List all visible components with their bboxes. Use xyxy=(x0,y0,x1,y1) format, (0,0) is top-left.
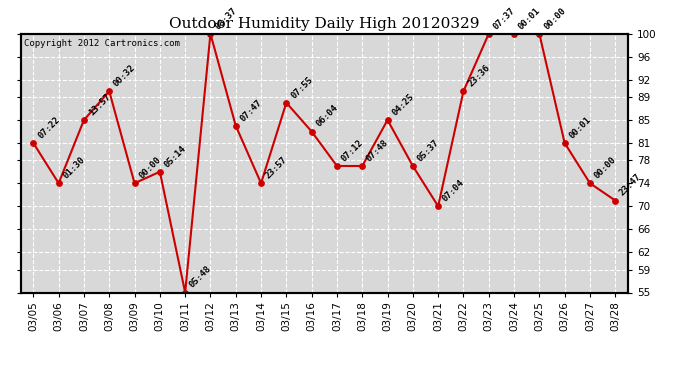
Point xyxy=(407,163,418,169)
Text: 00:01: 00:01 xyxy=(567,115,593,140)
Point xyxy=(79,117,90,123)
Text: 01:30: 01:30 xyxy=(61,155,87,180)
Point xyxy=(28,140,39,146)
Point xyxy=(483,31,494,37)
Point xyxy=(255,180,266,186)
Text: 00:01: 00:01 xyxy=(517,6,542,31)
Point xyxy=(129,180,140,186)
Text: 04:25: 04:25 xyxy=(391,92,415,117)
Point xyxy=(306,129,317,135)
Text: 05:48: 05:48 xyxy=(188,264,213,290)
Point xyxy=(104,88,115,94)
Text: 07:04: 07:04 xyxy=(441,178,466,204)
Point xyxy=(205,31,216,37)
Point xyxy=(559,140,570,146)
Text: 07:37: 07:37 xyxy=(491,6,517,31)
Point xyxy=(331,163,342,169)
Text: 23:47: 23:47 xyxy=(618,172,643,198)
Point xyxy=(458,88,469,94)
Point xyxy=(433,203,444,209)
Point xyxy=(357,163,368,169)
Text: 07:22: 07:22 xyxy=(36,115,61,140)
Point xyxy=(509,31,520,37)
Text: 05:14: 05:14 xyxy=(163,144,188,169)
Text: 07:12: 07:12 xyxy=(339,138,365,163)
Text: 06:04: 06:04 xyxy=(315,104,339,129)
Text: 07:48: 07:48 xyxy=(365,138,391,163)
Point xyxy=(610,198,621,204)
Text: 00:00: 00:00 xyxy=(542,6,567,31)
Title: Outdoor Humidity Daily High 20120329: Outdoor Humidity Daily High 20120329 xyxy=(169,17,480,31)
Text: Copyright 2012 Cartronics.com: Copyright 2012 Cartronics.com xyxy=(23,39,179,48)
Text: 13:57: 13:57 xyxy=(87,92,112,117)
Text: 07:55: 07:55 xyxy=(289,75,315,100)
Point xyxy=(53,180,64,186)
Text: 05:37: 05:37 xyxy=(415,138,441,163)
Text: 00:00: 00:00 xyxy=(593,155,618,180)
Point xyxy=(534,31,545,37)
Text: 00:00: 00:00 xyxy=(137,155,163,180)
Text: 23:36: 23:36 xyxy=(466,63,491,88)
Point xyxy=(382,117,393,123)
Point xyxy=(281,100,292,106)
Text: 07:47: 07:47 xyxy=(239,98,264,123)
Text: 23:57: 23:57 xyxy=(264,155,289,180)
Text: 00:32: 00:32 xyxy=(112,63,137,88)
Point xyxy=(230,123,241,129)
Text: 08:37: 08:37 xyxy=(213,6,239,31)
Point xyxy=(584,180,595,186)
Point xyxy=(155,169,166,175)
Point xyxy=(179,290,190,296)
